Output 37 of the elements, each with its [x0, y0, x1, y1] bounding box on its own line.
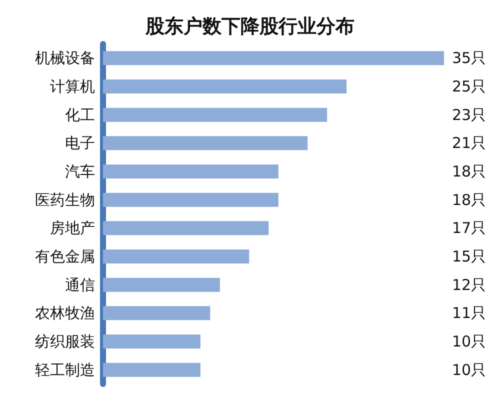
chart-title: 股东户数下降股行业分布	[144, 16, 354, 38]
y-tick-label: 化工	[65, 106, 95, 124]
y-tick-label: 有色金属	[35, 248, 95, 266]
data-label: 21只	[452, 134, 486, 152]
y-tick-label: 房地产	[50, 219, 95, 238]
data-label: 35只	[452, 49, 486, 68]
bar	[103, 250, 250, 264]
y-tick-label: 轻工制造	[35, 360, 95, 379]
bar	[103, 108, 328, 122]
data-label: 15只	[452, 248, 486, 266]
y-tick-label: 电子	[65, 134, 95, 152]
bar	[103, 192, 278, 207]
data-label: 10只	[452, 360, 486, 379]
data-label: 17只	[452, 219, 486, 238]
y-tick-label: 汽车	[65, 162, 95, 180]
data-label: 23只	[452, 106, 486, 124]
data-label: 10只	[452, 332, 486, 350]
data-label: 18只	[452, 162, 486, 180]
bar	[103, 80, 347, 94]
y-tick-label: 纺织服装	[35, 332, 95, 350]
data-label: 25只	[452, 78, 486, 96]
data-label: 18只	[452, 190, 486, 209]
y-tick-label: 计算机	[50, 78, 95, 96]
bar	[103, 221, 269, 236]
bar	[103, 306, 210, 320]
data-label: 12只	[452, 276, 486, 294]
bar	[103, 164, 278, 178]
bar	[103, 51, 444, 66]
data-label: 11只	[452, 304, 486, 322]
y-tick-label: 机械设备	[35, 49, 95, 68]
y-tick-label: 医药生物	[35, 190, 95, 209]
bar	[103, 334, 200, 348]
y-tick-label: 农林牧渔	[35, 304, 95, 322]
bar	[103, 362, 200, 377]
bar	[103, 278, 220, 292]
bar	[103, 136, 308, 150]
y-tick-label: 通信	[65, 276, 95, 294]
